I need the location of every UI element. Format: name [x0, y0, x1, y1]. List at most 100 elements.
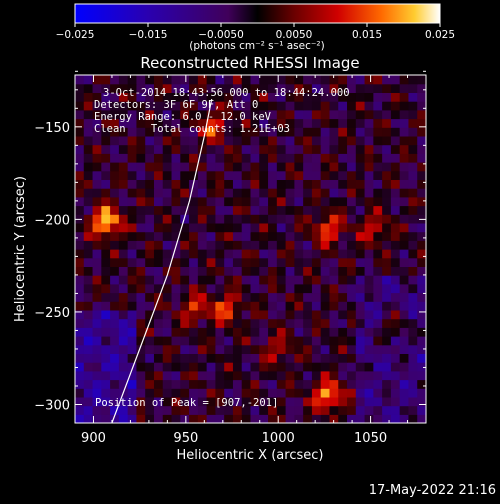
heatmap-cell: [145, 414, 155, 423]
heatmap-cell: [197, 222, 208, 233]
heatmap-cell: [171, 118, 181, 128]
heatmap-cell: [373, 292, 383, 302]
heatmap-cell: [268, 118, 278, 128]
heatmap-cell: [399, 179, 410, 189]
heatmap-cell: [294, 231, 304, 241]
heatmap-cell: [232, 75, 243, 85]
heatmap-cell: [408, 170, 418, 180]
heatmap-cell: [311, 283, 322, 294]
heatmap-cell: [417, 283, 426, 294]
heatmap-cell: [197, 353, 208, 363]
heatmap-cell: [285, 283, 295, 294]
heatmap-cell: [189, 379, 199, 389]
heatmap-cell: [268, 135, 278, 146]
heatmap-cell: [408, 240, 418, 250]
heatmap-cell: [215, 414, 225, 423]
heatmap-cell: [145, 283, 155, 294]
heatmap-cell: [338, 153, 348, 163]
heatmap-cell: [241, 101, 252, 111]
heatmap-cell: [215, 301, 225, 311]
heatmap-cell: [136, 396, 146, 407]
heatmap-cell: [320, 179, 331, 189]
heatmap-cell: [180, 353, 190, 363]
heatmap-cell: [338, 127, 348, 137]
heatmap-cell: [364, 109, 374, 120]
heatmap-cell: [118, 214, 129, 224]
heatmap-cell: [101, 353, 111, 363]
heatmap-cell: [136, 170, 146, 180]
heatmap-cell: [241, 222, 252, 233]
heatmap-cell: [320, 414, 331, 423]
heatmap-cell: [364, 266, 374, 276]
heatmap-cell: [408, 214, 418, 224]
heatmap-cell: [189, 370, 199, 381]
heatmap-cell: [241, 353, 252, 363]
heatmap-cell: [399, 101, 410, 111]
heatmap-cell: [294, 257, 304, 267]
heatmap-cell: [268, 127, 278, 137]
heatmap-cell: [417, 301, 426, 311]
heatmap-cell: [417, 414, 426, 423]
heatmap-cell: [206, 405, 217, 415]
heatmap-cell: [180, 231, 190, 241]
heatmap-cell: [268, 222, 278, 233]
heatmap-cell: [390, 214, 401, 224]
heatmap-cell: [285, 222, 295, 233]
heatmap-cell: [347, 170, 357, 180]
heatmap-cell: [162, 396, 173, 407]
heatmap-cell: [399, 344, 410, 354]
heatmap-cell: [364, 292, 374, 302]
heatmap-cell: [329, 344, 339, 354]
heatmap-cell: [347, 118, 357, 128]
heatmap-cell: [417, 205, 426, 215]
heatmap-cell: [232, 109, 243, 120]
heatmap-cell: [83, 249, 94, 259]
heatmap-cell: [153, 388, 164, 398]
heatmap-cell: [268, 83, 278, 93]
heatmap-cell: [276, 92, 287, 102]
heatmap-cell: [215, 309, 225, 320]
heatmap-cell: [250, 301, 260, 311]
heatmap-cell: [382, 396, 392, 407]
heatmap-cell: [180, 196, 190, 207]
heatmap-cell: [136, 283, 146, 294]
heatmap-cell: [92, 318, 102, 328]
heatmap-cell: [189, 162, 199, 172]
heatmap-cell: [232, 188, 243, 198]
heatmap-cell: [355, 188, 366, 198]
heatmap-cell: [276, 75, 287, 85]
heatmap-cell: [206, 101, 217, 111]
heatmap-cell: [303, 283, 313, 294]
heatmap-cell: [75, 162, 85, 172]
heatmap-cell: [224, 344, 234, 354]
heatmap-cell: [329, 231, 339, 241]
heatmap-cell: [75, 144, 85, 154]
heatmap-cell: [417, 222, 426, 233]
heatmap-cell: [189, 92, 199, 102]
heatmap-cell: [189, 344, 199, 354]
heatmap-cell: [259, 249, 269, 259]
heatmap-cell: [162, 188, 173, 198]
x-tick-label: 1050: [354, 431, 387, 446]
heatmap-cell: [311, 170, 322, 180]
heatmap-cell: [153, 396, 164, 407]
heatmap-cell: [364, 249, 374, 259]
heatmap-cell: [232, 257, 243, 267]
heatmap-cell: [417, 362, 426, 372]
heatmap-cell: [110, 353, 120, 363]
heatmap-cell: [153, 214, 164, 224]
heatmap-cell: [399, 283, 410, 294]
heatmap-cell: [417, 231, 426, 241]
heatmap-cell: [224, 188, 234, 198]
heatmap-cell: [355, 153, 366, 163]
heatmap-cell: [259, 153, 269, 163]
heatmap-cell: [162, 231, 173, 241]
heatmap-cell: [127, 388, 138, 398]
heatmap-cell: [294, 327, 304, 337]
heatmap-cell: [347, 205, 357, 215]
heatmap-cell: [101, 92, 111, 102]
heatmap-cell: [408, 283, 418, 294]
heatmap-cell: [83, 396, 94, 407]
heatmap-cell: [145, 118, 155, 128]
heatmap-cell: [250, 101, 260, 111]
